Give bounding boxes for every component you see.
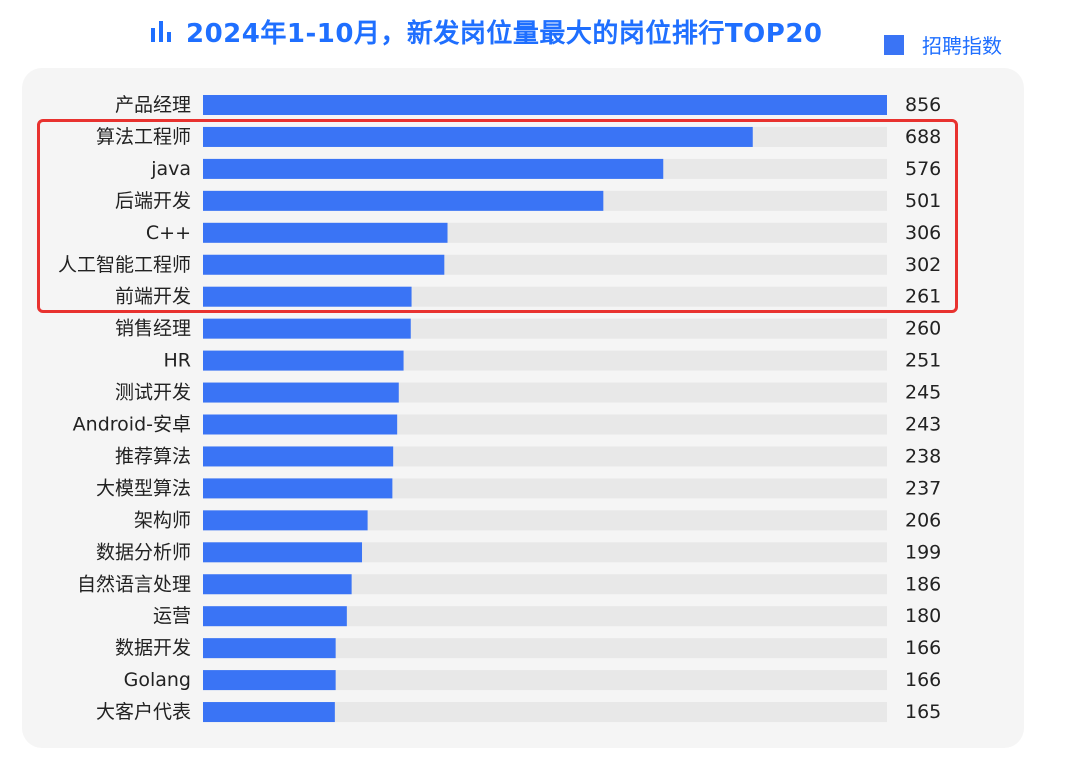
bar-track [203, 510, 887, 531]
value-label: 238 [905, 445, 941, 467]
bar-track [203, 574, 887, 595]
bar-row: 自然语言处理 186 [77, 573, 941, 595]
bar-track [203, 702, 887, 723]
value-label: 856 [905, 94, 941, 116]
value-label: 260 [905, 318, 941, 340]
bar [203, 350, 404, 371]
bar-track [203, 542, 887, 563]
value-label: 180 [905, 605, 941, 627]
value-label: 306 [905, 222, 941, 244]
bar [203, 254, 445, 275]
bar-row: 销售经理 260 [115, 318, 941, 340]
value-label: 206 [905, 509, 941, 531]
category-label: HR [164, 350, 192, 372]
bar [203, 414, 398, 435]
value-label: 245 [905, 382, 941, 404]
bar-row: C++ 306 [146, 222, 941, 244]
category-label: Golang [124, 669, 191, 691]
value-label: 501 [905, 190, 941, 212]
bar [203, 446, 394, 467]
value-label: 302 [905, 254, 941, 276]
category-label: 大模型算法 [96, 477, 191, 499]
bar [203, 318, 411, 339]
value-label: 261 [905, 286, 941, 308]
bar-row: 运营 180 [153, 605, 941, 627]
bar [203, 190, 604, 211]
bar-row: java 576 [150, 158, 941, 180]
value-label: 186 [905, 573, 941, 595]
bar-track [203, 670, 887, 691]
bar-row: 产品经理 856 [115, 94, 941, 116]
bar-track [203, 638, 887, 659]
bar [203, 478, 393, 499]
chart-title-row: 2024年1-10月，新发岗位量最大的岗位排行TOP20 [150, 12, 823, 50]
legend-swatch [884, 34, 904, 55]
value-label: 688 [905, 126, 941, 148]
category-label: 产品经理 [115, 94, 191, 116]
bar [203, 222, 448, 243]
bar [203, 606, 347, 627]
category-label: 运营 [153, 605, 191, 627]
category-label: 架构师 [134, 509, 191, 531]
category-label: 算法工程师 [96, 126, 191, 148]
bar [203, 158, 664, 179]
category-label: 销售经理 [115, 318, 191, 340]
category-label: 前端开发 [115, 286, 191, 308]
value-label: 243 [905, 414, 941, 436]
chart-panel [22, 68, 1024, 748]
category-label: 数据分析师 [96, 541, 191, 563]
legend-label: 招聘指数 [922, 34, 1002, 58]
bar-row: 人工智能工程师 302 [58, 254, 941, 276]
value-label: 166 [905, 669, 941, 691]
bar [203, 574, 352, 595]
bar-row: 架构师 206 [134, 509, 941, 531]
category-label: C++ [146, 222, 191, 244]
legend: 招聘指数 [884, 30, 1002, 59]
bar [203, 510, 368, 531]
bar [203, 286, 412, 307]
bar-row: 大客户代表 165 [96, 701, 941, 723]
bar-row: 测试开发 245 [115, 382, 941, 404]
bar [203, 126, 753, 147]
value-label: 251 [905, 350, 941, 372]
bar-row: 后端开发 501 [115, 190, 941, 212]
highlight-box [37, 119, 958, 313]
bar [203, 95, 887, 115]
bar-row: 数据分析师 199 [96, 541, 941, 563]
bar-row: 数据开发 166 [115, 637, 941, 659]
bar [203, 638, 336, 659]
category-label: 后端开发 [115, 190, 191, 212]
category-label: Android-安卓 [73, 414, 191, 436]
category-label: 推荐算法 [115, 445, 191, 467]
bar-row: 算法工程师 688 [96, 126, 941, 148]
value-label: 199 [905, 541, 941, 563]
bar-row: HR 251 [164, 350, 942, 372]
value-label: 237 [905, 477, 941, 499]
bar [203, 702, 335, 723]
bar [203, 670, 336, 691]
category-label: 自然语言处理 [77, 573, 191, 595]
bar-track [203, 606, 887, 627]
bar-row: 推荐算法 238 [115, 445, 941, 467]
category-label: 数据开发 [115, 637, 191, 659]
bar-row: Golang 166 [124, 669, 942, 691]
bar-row: 前端开发 261 [115, 286, 941, 308]
bar-row: 大模型算法 237 [96, 477, 941, 499]
bar-chart-icon [151, 21, 171, 42]
value-label: 165 [905, 701, 941, 723]
chart-title: 2024年1-10月，新发岗位量最大的岗位排行TOP20 [186, 18, 823, 49]
category-label: java [150, 158, 191, 180]
category-label: 测试开发 [115, 382, 191, 404]
bar [203, 382, 399, 403]
value-label: 576 [905, 158, 941, 180]
value-label: 166 [905, 637, 941, 659]
bar [203, 542, 363, 563]
category-label: 大客户代表 [96, 701, 191, 723]
category-label: 人工智能工程师 [58, 254, 191, 276]
bar-row: Android-安卓 243 [73, 414, 942, 436]
